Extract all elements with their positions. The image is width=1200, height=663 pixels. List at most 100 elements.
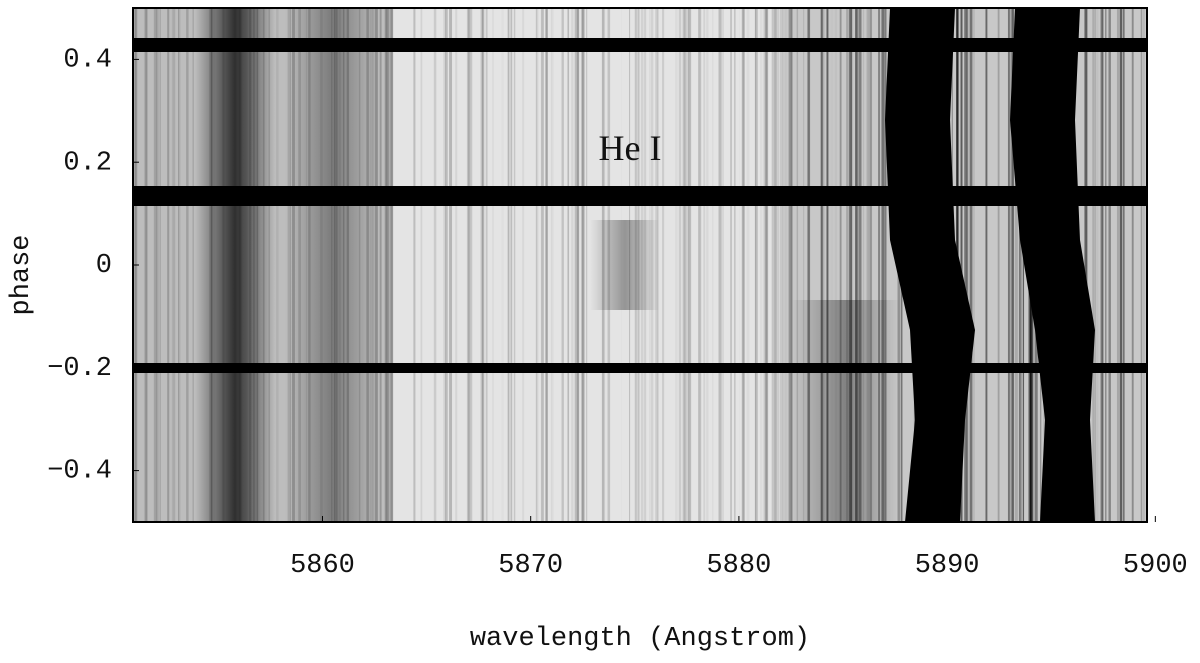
texture-line: [1108, 8, 1111, 522]
texture-line: [289, 8, 292, 522]
texture-line: [159, 8, 161, 522]
texture-line: [1012, 8, 1015, 522]
texture-line: [605, 8, 606, 522]
texture-line: [262, 8, 265, 522]
texture-line: [470, 8, 473, 522]
texture-line: [808, 8, 811, 522]
texture-line: [730, 8, 732, 522]
texture-line: [788, 8, 791, 522]
texture-line: [574, 8, 577, 522]
texture-line: [276, 8, 279, 522]
texture-line: [252, 8, 255, 522]
x-axis-label: wavelength (Angstrom): [470, 624, 810, 654]
texture-line: [391, 8, 394, 522]
texture-line: [856, 8, 859, 522]
texture-line: [1014, 8, 1018, 522]
texture-line: [550, 8, 552, 522]
texture-line: [881, 8, 885, 522]
texture-line: [254, 8, 256, 522]
texture-line: [346, 8, 349, 522]
texture-line: [178, 8, 181, 522]
texture-line: [820, 8, 823, 522]
texture-line: [178, 8, 180, 522]
texture-line: [167, 8, 170, 522]
texture-line: [480, 8, 484, 522]
texture-line: [683, 8, 686, 522]
texture-line: [256, 8, 259, 522]
texture-line: [1018, 8, 1021, 522]
texture-line: [192, 8, 194, 522]
texture-line: [571, 8, 573, 522]
texture-line: [338, 8, 342, 522]
texture-line: [249, 8, 252, 522]
texture-line: [822, 8, 825, 522]
texture-line: [466, 8, 470, 522]
texture-line: [878, 8, 881, 522]
y-tick-label: −0.2: [47, 354, 112, 384]
texture-line: [1092, 8, 1094, 522]
texture-line: [413, 8, 416, 522]
texture-line: [1119, 8, 1123, 522]
texture-line: [333, 8, 336, 522]
texture-line: [433, 8, 437, 522]
texture-line: [1131, 8, 1134, 522]
texture-line: [760, 8, 762, 522]
texture-line: [648, 8, 651, 522]
texture-line: [481, 8, 485, 522]
texture-line: [305, 8, 308, 522]
texture-line: [839, 8, 842, 522]
texture-line: [830, 8, 833, 522]
texture-line: [849, 8, 853, 522]
texture-line: [585, 8, 588, 522]
texture-line: [754, 8, 758, 522]
x-tick-label: 5870: [498, 551, 563, 581]
texture-line: [342, 8, 345, 522]
texture-line: [985, 8, 988, 522]
texture-line: [1121, 8, 1124, 522]
texture-line: [389, 8, 393, 522]
texture-line: [445, 8, 448, 522]
texture-line: [826, 8, 829, 522]
texture-line: [1141, 8, 1143, 522]
texture-line: [969, 8, 973, 522]
texture-line: [561, 8, 564, 522]
texture-line: [292, 8, 295, 522]
texture-line: [144, 8, 148, 522]
y-axis-label: phase: [7, 234, 37, 315]
texture-line: [582, 8, 585, 522]
texture-line: [997, 8, 1000, 522]
y-tick-label: 0: [96, 251, 112, 281]
texture-line: [573, 8, 575, 522]
texture-line: [866, 8, 869, 522]
texture-line: [449, 8, 453, 522]
texture-line: [754, 8, 757, 522]
texture-line: [1022, 8, 1024, 522]
texture-line: [245, 8, 248, 522]
texture-line: [763, 8, 766, 522]
texture-line: [1097, 8, 1099, 522]
texture-line: [256, 8, 258, 522]
texture-line: [656, 8, 659, 522]
texture-line: [807, 8, 810, 522]
texture-line: [1084, 8, 1087, 522]
texture-line: [985, 8, 987, 522]
texture-line: [803, 8, 805, 522]
texture-line: [507, 8, 510, 522]
texture-line: [510, 8, 513, 522]
texture-line: [384, 8, 388, 522]
texture-line: [851, 8, 854, 522]
texture-line: [536, 8, 539, 522]
texture-line: [469, 8, 472, 522]
texture-line: [644, 8, 647, 522]
texture-line: [960, 8, 963, 522]
texture-line: [675, 8, 678, 522]
texture-line: [771, 8, 774, 522]
texture-line: [637, 8, 640, 522]
texture-line: [186, 8, 189, 522]
texture-line: [765, 8, 769, 522]
texture-line: [601, 8, 605, 522]
texture-line: [1084, 8, 1087, 522]
texture-line: [985, 8, 987, 522]
texture-line: [501, 8, 503, 522]
